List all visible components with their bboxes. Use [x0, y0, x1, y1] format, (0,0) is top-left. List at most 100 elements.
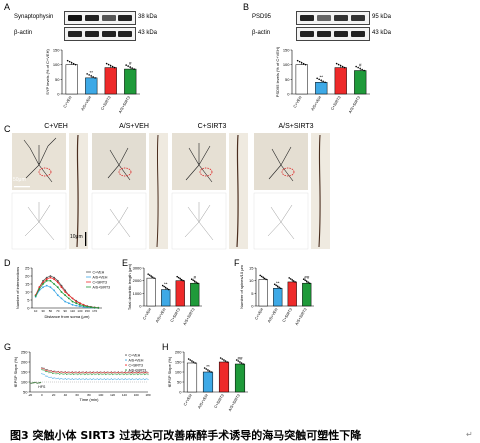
chart-g-series-point: [110, 378, 112, 380]
chart-g-series-point: [49, 370, 51, 372]
chart-e-data-point: [147, 273, 150, 275]
chart-h-bar: [218, 361, 230, 393]
chart-g-series-point: [55, 373, 57, 375]
chart-h-data-point: [239, 361, 241, 363]
chart-d-legend-label: C+SIRT3: [93, 280, 107, 284]
chart-g-series-point: [41, 369, 43, 371]
chart-g-series-point: [44, 375, 46, 377]
chart-d-y-tick-label: 25: [25, 266, 30, 271]
chart-g-series-point: [145, 372, 147, 374]
chart-g-series-point: [64, 371, 66, 373]
chart-g-series-point: [99, 378, 101, 380]
chart-g-series-point: [95, 378, 97, 380]
chart-b-bar: [315, 82, 328, 95]
chart-b-data-point: [335, 62, 338, 65]
chart-g-y-tick-label: 250: [21, 350, 28, 355]
chart-g-series-point: [141, 372, 143, 374]
chart-h-data-point: [221, 358, 224, 360]
blot-band: [85, 15, 99, 21]
chart-g-series-point: [41, 367, 43, 369]
chart-g-series-point: [88, 373, 90, 375]
neuron-group-1: [11, 133, 88, 250]
kda-label-95: 95 kDa: [372, 14, 392, 20]
chart-g-series-point: [83, 374, 85, 376]
chart-f-bar: [302, 282, 312, 307]
chart-a-data-point: [107, 63, 110, 66]
chart-a-significance-label: #: [129, 61, 132, 66]
chart-g-series-point: [62, 372, 64, 374]
chart-f-y-tick-label: 15: [249, 266, 254, 271]
chart-g-series-point: [71, 378, 73, 380]
chart-g-series-point: [128, 378, 130, 380]
chart-h-data-point: [235, 359, 238, 361]
chart-g-series-point: [88, 378, 90, 380]
blot-label-psd95: PSD95: [252, 14, 272, 20]
chart-e-data-point: [177, 276, 180, 279]
chart-g-series-point: [63, 373, 65, 375]
chart-b-y-tick-label: 100: [283, 62, 290, 67]
chart-h-data-point: [205, 368, 208, 370]
chart-g-series-point: [135, 373, 137, 375]
chart-g-series-point: [114, 373, 116, 375]
chart-d-y-tick-label: 20: [25, 274, 30, 279]
chart-g-series-point: [46, 375, 48, 377]
chart-g-series-point: [138, 378, 140, 380]
panel-c-title-as-sirt3: A/S+SIRT3: [278, 123, 314, 130]
chart-a-bar: [65, 64, 78, 95]
chart-g-series-point: [123, 378, 125, 380]
chart-a-data-point: [125, 64, 127, 66]
chart-e-data-point: [151, 276, 154, 278]
chart-g-series-point: [50, 371, 52, 373]
chart-g-legend-swatch: [125, 354, 127, 356]
chart-g-series-point: [53, 371, 55, 373]
chart-g-series-point: [129, 379, 131, 381]
chart-g-series-point: [120, 373, 122, 375]
blot-label-synaptophysin: Synaptophysin: [14, 14, 54, 20]
chart-f-data-point: [263, 277, 266, 280]
chart-g-series-point: [138, 373, 140, 375]
chart-b-data-point: [322, 80, 324, 83]
chart-d-series-point: [45, 279, 48, 282]
chart-g-series-point: [140, 374, 142, 376]
neuron-branches: [268, 146, 294, 182]
chart-g-series-point: [140, 379, 142, 381]
chart-d-series-point: [86, 305, 89, 308]
chart-h-data-point: [219, 357, 222, 359]
blot-band: [118, 15, 132, 21]
chart-b-bar: [295, 64, 308, 95]
chart-g-series-point: [73, 379, 75, 381]
dendrite-highlight: [118, 167, 132, 177]
panel-letter-g: G: [4, 342, 12, 352]
chart-e-y-tick-label: 3000: [133, 266, 143, 271]
chart-b-data-point: [363, 69, 365, 72]
chart-g-series-point: [74, 372, 76, 374]
chart-g-x-tick-label: 20: [52, 393, 56, 397]
chart-g-series-point: [75, 371, 77, 373]
chart-g-series-point: [54, 372, 56, 374]
chart-g-series-point: [86, 373, 88, 375]
chart-b-data-point: [337, 63, 340, 66]
chart-g-series-point: [147, 372, 149, 374]
chart-d-series-point: [64, 291, 67, 293]
panel-c-title-as-veh: A/S+VEH: [119, 123, 149, 130]
chart-g-legend-swatch: [125, 359, 127, 361]
neuron-trace: [253, 192, 309, 250]
chart-g-series-point: [130, 372, 132, 374]
chart-h-data-point: [192, 361, 195, 363]
chart-e-data-point: [153, 277, 155, 279]
chart-h-bar: [234, 363, 246, 393]
panel-letter-h: H: [162, 342, 169, 352]
chart-d-x-tick-label: 70: [56, 309, 60, 313]
chart-g-series-point: [143, 372, 145, 374]
chart-g-series-point: [127, 372, 129, 374]
chart-g-y-axis-label: fEPSP Slope (%): [13, 356, 18, 387]
chart-g-series-point: [68, 373, 70, 375]
chart-e-data-point: [164, 286, 167, 289]
dendrite-highlight: [199, 167, 213, 177]
chart-g-series-point: [51, 377, 53, 379]
chart-g-series-point: [84, 372, 86, 374]
chart-g-x-tick-label: 100: [98, 393, 103, 397]
chart-g-series-point: [77, 373, 79, 375]
chart-b-data-point: [302, 62, 305, 65]
chart-d-series-point: [60, 291, 63, 293]
